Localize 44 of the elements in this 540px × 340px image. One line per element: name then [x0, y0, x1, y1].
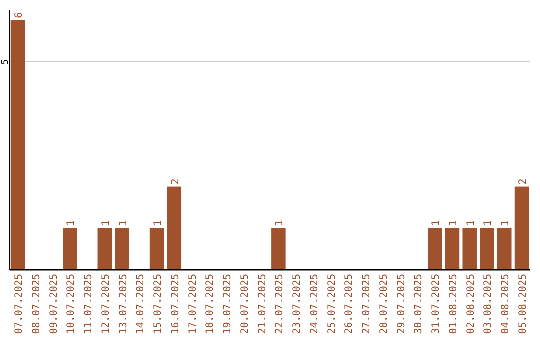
- x-tick-label: 11.07.2025: [84, 274, 95, 334]
- data-label: 1: [100, 220, 112, 226]
- x-tick-label: 03.08.2025: [483, 274, 494, 334]
- x-tick-label: 17.07.2025: [188, 274, 199, 334]
- x-tick-label: 24.07.2025: [309, 274, 320, 334]
- x-tick-label: 20.07.2025: [240, 274, 251, 334]
- x-tick-label: 02.08.2025: [466, 274, 477, 334]
- x-tick-label: 29.07.2025: [396, 274, 408, 334]
- data-label: 1: [274, 220, 286, 226]
- x-tick-label: 14.07.2025: [136, 274, 147, 334]
- data-label: 1: [431, 220, 442, 226]
- x-tick-label: 22.07.2025: [274, 274, 286, 334]
- x-tick-label: 05.08.2025: [518, 274, 530, 334]
- x-tick-label: 26.07.2025: [344, 274, 356, 334]
- data-label: 1: [118, 220, 130, 226]
- x-tick-label: 23.07.2025: [292, 274, 304, 334]
- data-label: 2: [518, 178, 530, 185]
- x-tick-label: 12.07.2025: [100, 274, 112, 334]
- x-tick-label: 01.08.2025: [448, 274, 460, 334]
- x-tick-label: 27.07.2025: [362, 274, 373, 334]
- x-tick-label: 30.07.2025: [414, 274, 425, 334]
- y-tick-label: 5: [1, 59, 11, 65]
- x-tick-label: 10.07.2025: [66, 274, 78, 334]
- data-label: 2: [170, 178, 182, 185]
- x-tick-label: 08.07.2025: [31, 274, 42, 334]
- x-tick-label: 31.07.2025: [431, 274, 442, 334]
- data-label: 1: [500, 220, 512, 226]
- x-tick-label: 25.07.2025: [326, 274, 338, 334]
- data-label: 1: [466, 220, 477, 226]
- x-tick-label: 07.07.2025: [14, 274, 25, 334]
- data-label: 1: [66, 220, 78, 226]
- x-tick-label: 15.07.2025: [153, 274, 164, 334]
- x-tick-label: 28.07.2025: [378, 274, 390, 334]
- data-label: 6: [14, 12, 25, 18]
- data-label: 1: [448, 220, 460, 226]
- x-tick-label: 04.08.2025: [500, 274, 512, 334]
- data-label: 1: [153, 220, 164, 226]
- x-tick-label: 09.07.2025: [48, 274, 60, 334]
- x-tick-label: 18.07.2025: [205, 274, 216, 334]
- x-tick-label: 21.07.2025: [257, 274, 268, 334]
- x-tick-label: 19.07.2025: [222, 274, 234, 334]
- x-tick-label: 13.07.2025: [118, 274, 130, 334]
- x-tick-label: 16.07.2025: [170, 274, 182, 334]
- data-label: 1: [483, 220, 494, 226]
